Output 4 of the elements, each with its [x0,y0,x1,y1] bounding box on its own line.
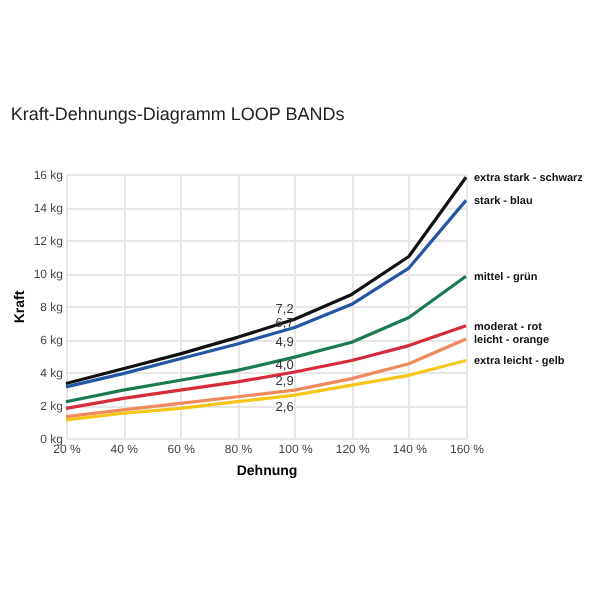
line-series [64,337,468,419]
line-series [64,274,468,404]
chart-title: Kraft-Dehnungs-Diagramm LOOP BANDs [10,104,346,124]
line-series [64,358,468,422]
